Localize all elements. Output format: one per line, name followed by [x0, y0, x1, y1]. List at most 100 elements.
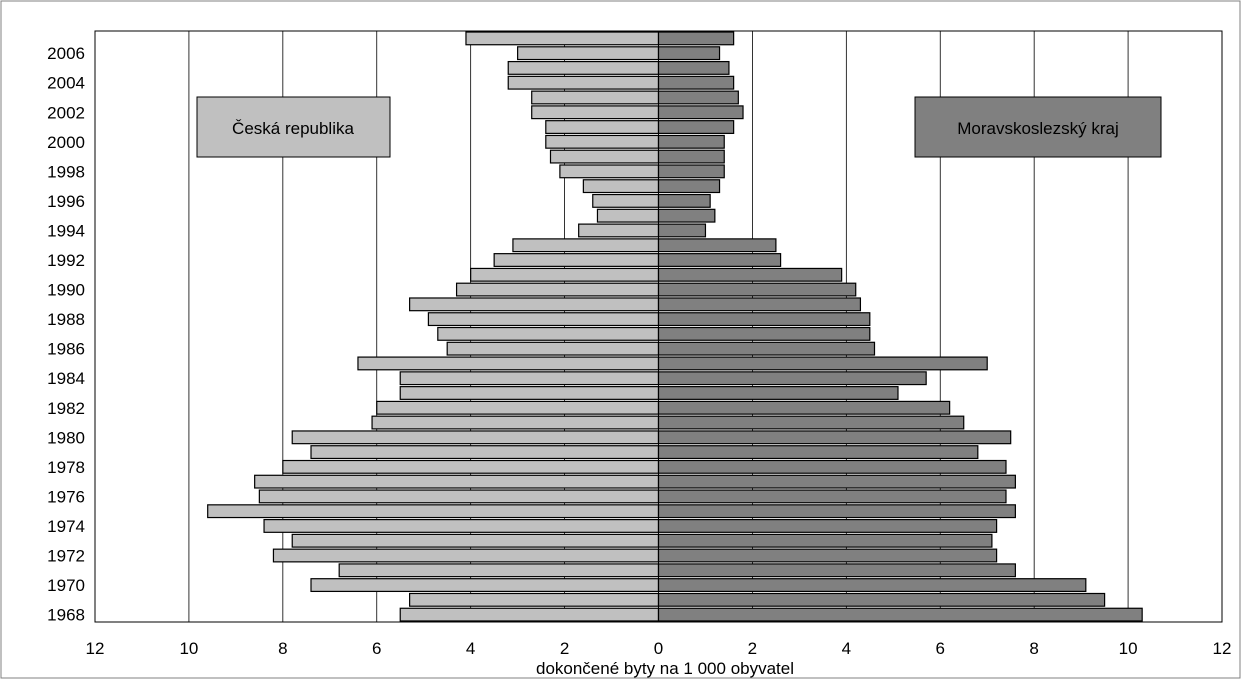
bar [409, 592, 660, 607]
bar [657, 31, 735, 46]
bar [470, 267, 660, 282]
y-tick-label: 1980 [47, 428, 85, 447]
bar [254, 474, 660, 489]
bar [399, 607, 660, 622]
bar [549, 149, 660, 164]
bar [207, 504, 660, 519]
bar [657, 149, 725, 164]
legend-box-moravskoslezsky-kraj [914, 96, 1162, 158]
y-tick-label: 1996 [47, 192, 85, 211]
y-tick-label: 1990 [47, 281, 85, 300]
bar [657, 164, 725, 179]
bar [657, 326, 871, 341]
bar [399, 386, 660, 400]
bar [657, 563, 1016, 578]
bar [465, 31, 660, 46]
bar [657, 297, 862, 312]
legend-ceska-republika: Česká republika [196, 96, 391, 158]
x-tick-label: 4 [842, 639, 851, 658]
bar [657, 400, 951, 415]
y-tick-label: 1982 [47, 399, 85, 418]
bar [657, 548, 998, 563]
bar [657, 341, 876, 356]
y-tick-label: 1976 [47, 487, 85, 506]
y-tick-label: 1970 [47, 576, 85, 595]
legend-moravskoslezsky-kraj: Moravskoslezský kraj [914, 96, 1162, 158]
bar [657, 238, 777, 253]
bar [657, 120, 735, 134]
bar [596, 208, 660, 223]
bar [376, 400, 660, 415]
bar [559, 164, 660, 179]
x-tick-label: 6 [372, 639, 381, 658]
bar [657, 46, 721, 61]
legend-box-ceska-republika [196, 96, 391, 158]
x-tick-label: 6 [936, 639, 945, 658]
bar [657, 223, 707, 238]
bar [657, 282, 857, 297]
y-tick-label: 1972 [47, 547, 85, 566]
bar [657, 386, 899, 400]
bar [409, 297, 660, 312]
bar [657, 415, 965, 430]
bar [517, 46, 660, 61]
bar [657, 105, 744, 120]
y-tick-label: 2006 [47, 44, 85, 63]
bar [531, 90, 660, 105]
x-tick-label: 4 [466, 639, 475, 658]
y-tick-label: 1988 [47, 310, 85, 329]
bar [427, 312, 660, 327]
x-tick-label: 8 [1029, 639, 1038, 658]
bar [310, 445, 660, 460]
bar [657, 445, 979, 460]
bar [512, 238, 660, 253]
bar [657, 504, 1016, 519]
x-tick-label: 12 [1213, 639, 1232, 658]
bar [258, 489, 660, 504]
x-axis-label: dokončené byty na 1 000 obyvatel [536, 659, 794, 678]
y-tick-label: 1998 [47, 162, 85, 181]
bar [657, 371, 927, 386]
bar [657, 179, 721, 194]
x-tick-label: 8 [278, 639, 287, 658]
bar [657, 356, 988, 371]
x-axis-tick-labels: 12 10 8 6 4 2 0 2 4 6 8 10 12 [86, 639, 1232, 658]
bar [657, 533, 993, 548]
y-axis-tick-labels: 2006 2004 2002 2000 1998 1996 1994 1992 1990 1988… [47, 44, 85, 624]
x-tick-label: 0 [654, 639, 663, 658]
bar [657, 75, 735, 90]
bar [657, 430, 1012, 445]
bar [657, 607, 1143, 622]
y-tick-label: 1978 [47, 458, 85, 477]
x-tick-label: 12 [86, 639, 105, 658]
y-tick-label: 2004 [47, 74, 85, 93]
bar [531, 105, 660, 120]
bar [657, 267, 843, 282]
y-tick-label: 1994 [47, 221, 85, 240]
x-tick-label: 10 [179, 639, 198, 658]
bar [578, 223, 660, 238]
bar [545, 120, 660, 134]
bar [291, 430, 660, 445]
bar [357, 356, 660, 371]
bar [310, 578, 660, 593]
bar [582, 179, 660, 194]
bar [657, 134, 725, 149]
bar [507, 60, 660, 75]
bar [455, 282, 660, 297]
bar [545, 134, 660, 149]
bar [437, 326, 660, 341]
bar [399, 371, 660, 386]
series-moravskoslezsky-kraj [657, 31, 1143, 622]
bar [507, 75, 660, 90]
legend-label-ceska-republika: Česká republika [232, 119, 354, 138]
bar [493, 253, 660, 267]
y-tick-label: 1986 [47, 340, 85, 359]
bar [657, 208, 716, 223]
bar [592, 193, 660, 208]
bar [657, 193, 711, 208]
y-tick-label: 1974 [47, 517, 85, 536]
bar [657, 519, 998, 533]
